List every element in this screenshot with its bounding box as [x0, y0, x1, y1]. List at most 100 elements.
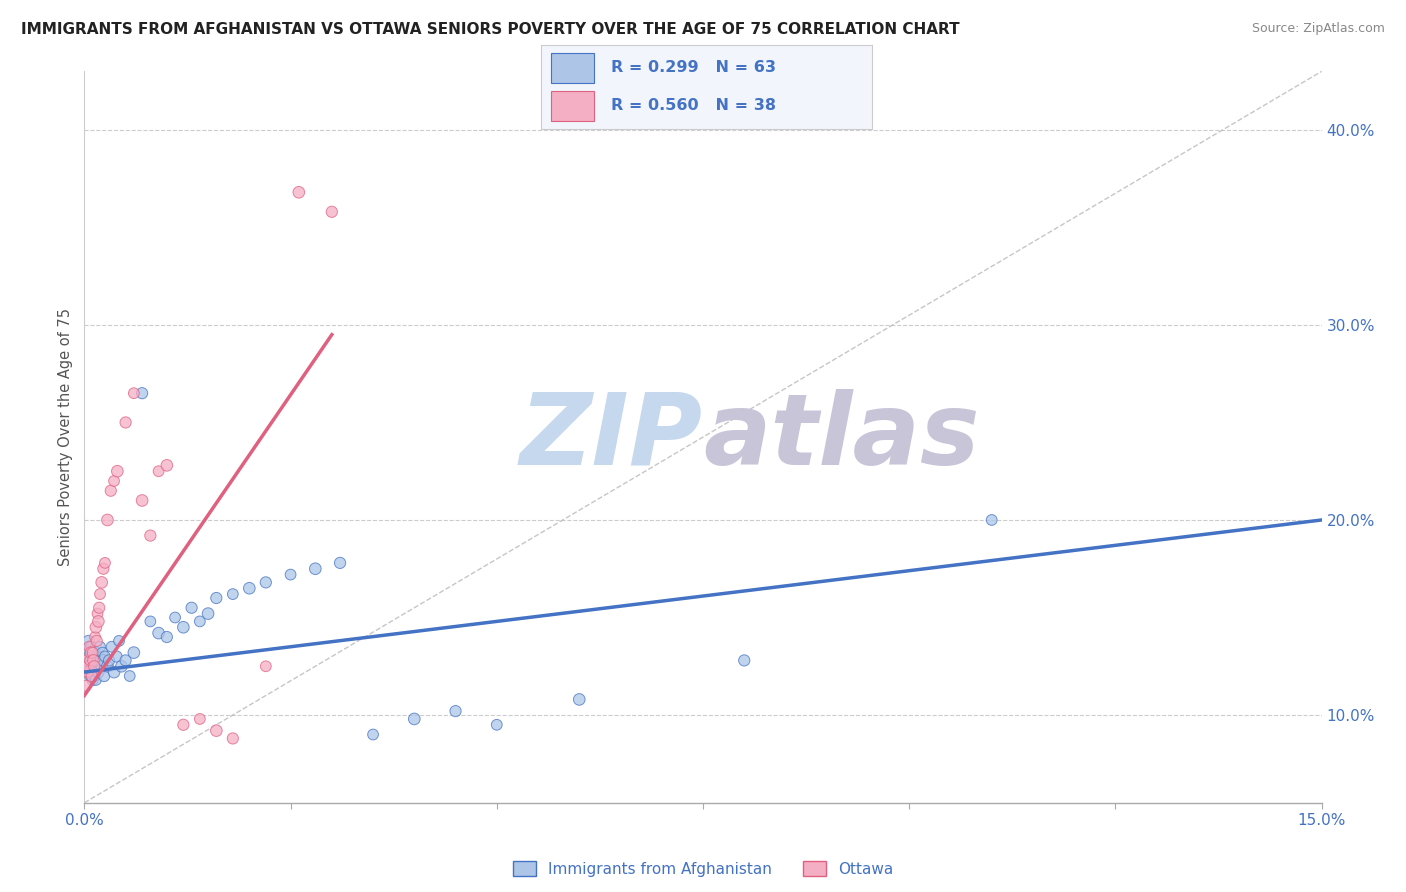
Point [84, 620, 107, 634]
Point [444, 704, 467, 718]
Point [485, 718, 508, 732]
Point [76, 646, 98, 660]
Point [80, 659, 103, 673]
Point [114, 416, 136, 430]
Point [165, 610, 187, 624]
Point [108, 634, 131, 648]
Legend: Immigrants from Afghanistan, Ottawa: Immigrants from Afghanistan, Ottawa [508, 855, 898, 883]
Point [568, 692, 591, 706]
Text: atlas: atlas [703, 389, 980, 485]
Point [110, 659, 132, 673]
Point [105, 649, 128, 664]
Point [77, 634, 100, 648]
Point [100, 640, 122, 654]
Point [156, 458, 179, 473]
Text: Source: ZipAtlas.com: Source: ZipAtlas.com [1251, 22, 1385, 36]
Point [82, 673, 104, 687]
Point [80, 640, 103, 654]
Text: IMMIGRANTS FROM AFGHANISTAN VS OTTAWA SENIORS POVERTY OVER THE AGE OF 75 CORRELA: IMMIGRANTS FROM AFGHANISTAN VS OTTAWA SE… [21, 22, 960, 37]
Point [254, 575, 277, 590]
Point [280, 567, 302, 582]
Point [83, 669, 105, 683]
Point [80, 669, 103, 683]
Text: R = 0.299   N = 63: R = 0.299 N = 63 [610, 60, 776, 75]
Point [83, 653, 105, 667]
Point [91, 562, 114, 576]
Point [103, 665, 125, 679]
Point [86, 607, 108, 621]
Point [82, 646, 104, 660]
Point [114, 653, 136, 667]
FancyBboxPatch shape [551, 54, 595, 83]
Point [131, 493, 153, 508]
Point [93, 669, 115, 683]
FancyBboxPatch shape [551, 91, 595, 120]
Point [103, 474, 125, 488]
Point [197, 607, 219, 621]
Point [288, 186, 311, 200]
Point [139, 615, 162, 629]
Point [172, 718, 194, 732]
Point [75, 679, 97, 693]
Point [89, 600, 111, 615]
Point [87, 665, 110, 679]
Point [87, 615, 110, 629]
Point [148, 626, 170, 640]
Point [188, 712, 211, 726]
Point [94, 556, 117, 570]
Point [80, 646, 103, 660]
Point [118, 669, 141, 683]
Text: ZIP: ZIP [520, 389, 703, 485]
Point [105, 464, 128, 478]
Point [94, 649, 117, 664]
Point [89, 640, 111, 654]
Point [90, 653, 112, 667]
Point [131, 386, 153, 401]
Point [84, 673, 107, 687]
Point [86, 634, 108, 648]
Point [172, 620, 194, 634]
Text: R = 0.560   N = 38: R = 0.560 N = 38 [610, 98, 776, 113]
Point [122, 646, 145, 660]
Point [79, 640, 101, 654]
Point [82, 659, 104, 673]
Point [254, 659, 277, 673]
Point [139, 528, 162, 542]
Point [89, 649, 111, 664]
Point [96, 513, 118, 527]
Point [80, 653, 103, 667]
Point [90, 659, 112, 673]
Point [238, 581, 260, 595]
Point [82, 653, 104, 667]
Point [98, 653, 121, 667]
Point [304, 562, 326, 576]
Y-axis label: Seniors Poverty Over the Age of 75: Seniors Poverty Over the Age of 75 [58, 308, 73, 566]
Point [733, 653, 755, 667]
Point [75, 653, 97, 667]
Point [361, 727, 384, 741]
Point [222, 731, 245, 746]
Point [79, 649, 101, 664]
Point [96, 659, 118, 673]
Point [79, 653, 101, 667]
Point [76, 653, 98, 667]
Point [86, 659, 108, 673]
Point [91, 646, 114, 660]
Point [148, 464, 170, 478]
Point [90, 575, 112, 590]
Point [84, 646, 107, 660]
Point [180, 600, 202, 615]
Point [83, 659, 105, 673]
Point [222, 587, 245, 601]
Point [82, 646, 104, 660]
Point [89, 587, 111, 601]
Point [329, 556, 352, 570]
Point [84, 659, 107, 673]
Point [980, 513, 1002, 527]
Point [404, 712, 426, 726]
Point [84, 630, 107, 644]
Point [76, 665, 98, 679]
Point [156, 630, 179, 644]
Point [321, 204, 343, 219]
Point [77, 659, 100, 673]
